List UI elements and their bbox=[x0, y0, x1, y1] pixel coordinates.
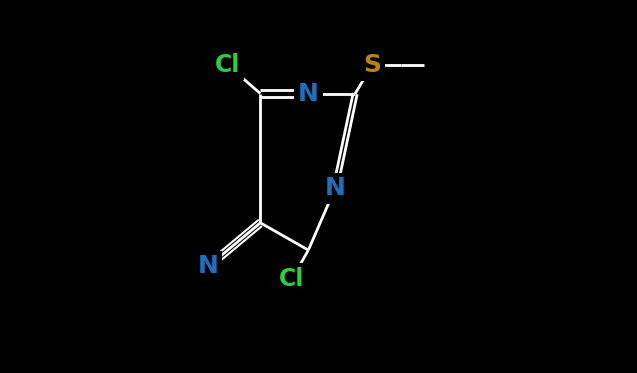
Text: Cl: Cl bbox=[279, 267, 304, 291]
Text: N: N bbox=[325, 176, 345, 200]
Text: N: N bbox=[197, 254, 218, 279]
Text: S: S bbox=[364, 53, 382, 77]
Text: Cl: Cl bbox=[215, 53, 240, 77]
Text: N: N bbox=[298, 82, 318, 106]
